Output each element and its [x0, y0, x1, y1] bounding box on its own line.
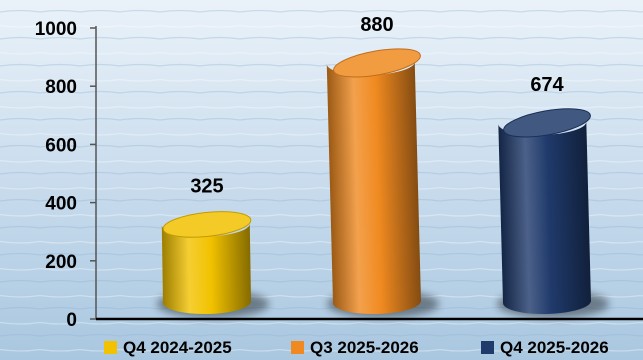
data-label: 674 [530, 74, 564, 96]
bar-top [503, 108, 591, 138]
bar-1: 325 [157, 175, 269, 318]
legend-swatch [291, 341, 304, 354]
water-ripple [0, 9, 643, 13]
bars: 325 880 674 [157, 14, 609, 318]
water-ripple [0, 321, 643, 325]
water-ripple [0, 36, 643, 40]
water-ripple [0, 51, 643, 55]
water-ripple [0, 24, 643, 28]
y-tick-label: 600 [45, 135, 77, 156]
bar-body [161, 223, 251, 314]
legend-label: Q3 2025-2026 [310, 338, 419, 357]
data-label: 880 [360, 14, 393, 36]
bar-2: 880 [326, 14, 439, 318]
legend-swatch [104, 341, 117, 354]
y-tick-label: 0 [66, 310, 77, 331]
water-ripple [0, 333, 643, 337]
legend-label: Q4 2024-2025 [123, 338, 232, 357]
y-axis: 0 200 400 600 800 1000 [35, 19, 96, 331]
bar-top [333, 48, 421, 78]
y-tick-label: 1000 [35, 19, 77, 40]
legend-item: Q4 2025-2026 [481, 338, 609, 357]
data-label: 325 [190, 175, 223, 197]
y-tick-label: 800 [45, 77, 77, 98]
bar-body [326, 61, 421, 315]
legend-label: Q4 2025-2026 [500, 338, 609, 357]
bar-body [498, 121, 591, 315]
legend: Q4 2024-2025 Q3 2025-2026 Q4 2025-2026 [104, 338, 609, 357]
y-tick-label: 400 [45, 194, 77, 215]
y-tick-label: 200 [45, 252, 77, 273]
bar-3: 674 [497, 74, 609, 318]
legend-item: Q4 2024-2025 [104, 338, 232, 357]
bar-top [162, 211, 252, 238]
legend-swatch [481, 341, 494, 354]
legend-item: Q3 2025-2026 [291, 338, 419, 357]
